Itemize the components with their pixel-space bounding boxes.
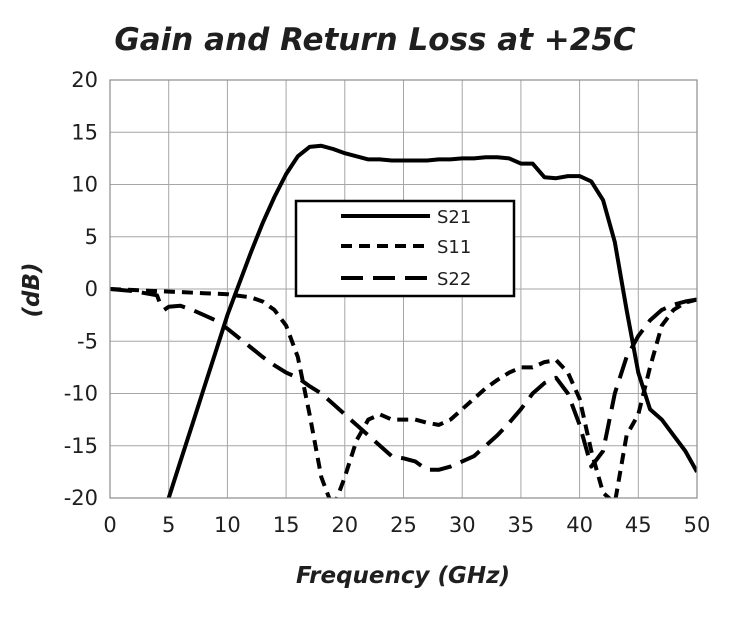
legend: S21 S11 S22 — [294, 199, 516, 298]
legend-label-s11: S11 — [437, 237, 471, 258]
x-tick-label: 0 — [103, 513, 116, 537]
y-tick-label: 20 — [71, 68, 98, 92]
y-tick-label: -20 — [64, 486, 98, 510]
y-tick-label: 5 — [85, 225, 98, 249]
legend-items: S21 S11 S22 — [341, 207, 471, 290]
x-tick-label: 30 — [449, 513, 476, 537]
plot-area-border — [109, 79, 698, 499]
y-tick-label: -15 — [64, 434, 98, 458]
x-tick-label: 45 — [625, 513, 652, 537]
y-tick-label: 0 — [85, 277, 98, 301]
series-layer — [110, 143, 697, 498]
x-tick-label: 40 — [566, 513, 593, 537]
x-tick-label: 5 — [162, 513, 175, 537]
legend-label-s21: S21 — [437, 207, 471, 228]
x-tick-label: 10 — [214, 513, 241, 537]
chart-title: Gain and Return Loss at +25C — [114, 22, 636, 58]
x-tick-label: 25 — [390, 513, 417, 537]
y-axis-title: (dB) — [19, 262, 45, 317]
x-tick-label: 20 — [331, 513, 358, 537]
x-tick-label: 15 — [273, 513, 300, 537]
x-tick-label: 35 — [508, 513, 535, 537]
legend-label-s22: S22 — [437, 269, 471, 290]
y-tick-label: 10 — [71, 173, 98, 197]
y-tick-label: -10 — [64, 382, 98, 406]
series-line-s11 — [110, 287, 697, 498]
y-tick-label: -5 — [77, 329, 98, 353]
series-line-s21 — [166, 143, 697, 498]
series-line-s22 — [110, 287, 697, 472]
y-tick-label: 15 — [71, 120, 98, 144]
x-axis-title: Frequency (GHz) — [296, 563, 510, 589]
x-tick-label: 50 — [684, 513, 711, 537]
